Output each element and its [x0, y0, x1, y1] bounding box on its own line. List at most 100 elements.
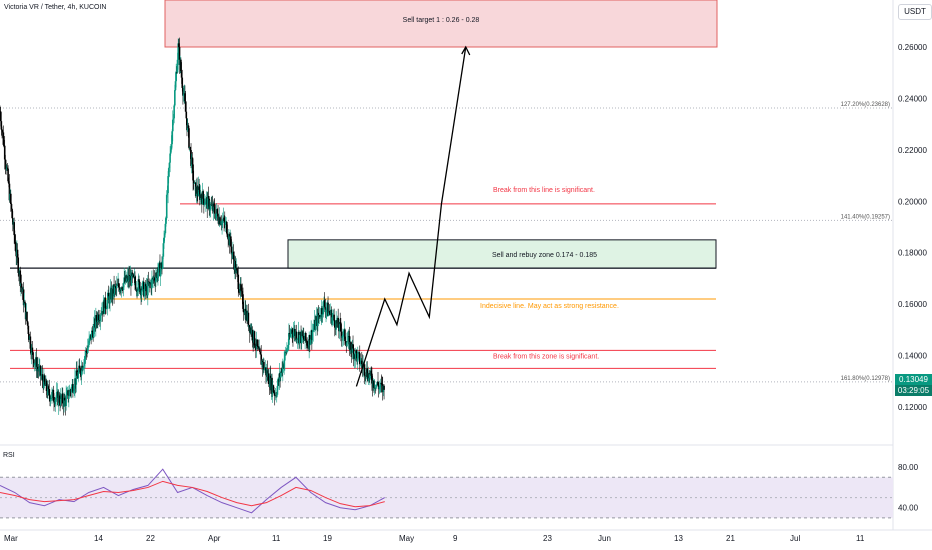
- candle-body: [251, 329, 254, 341]
- candle-body: [118, 287, 121, 292]
- candle-body: [134, 276, 136, 284]
- candle-body: [184, 93, 186, 102]
- candle-body: [306, 341, 308, 346]
- candle-body: [7, 181, 10, 184]
- candle-body: [0, 121, 3, 130]
- candle-body: [289, 333, 292, 337]
- projection-path: [355, 46, 467, 387]
- candle-body: [85, 350, 88, 352]
- candle-body: [296, 338, 299, 340]
- candle-body: [1, 129, 3, 131]
- sell-target-label: Sell target 1 : 0.26 - 0.28: [403, 17, 480, 24]
- candle-body: [79, 368, 82, 374]
- candle-body: [356, 353, 359, 362]
- candle-body: [143, 288, 146, 297]
- candle-body: [0, 111, 2, 122]
- candle-body: [78, 365, 80, 372]
- candle-body: [283, 360, 285, 368]
- candle-body: [363, 364, 366, 376]
- candle-body: [7, 168, 9, 182]
- candle-body: [221, 220, 223, 225]
- candle-body: [161, 256, 164, 269]
- candle-body: [315, 320, 317, 330]
- y-tick-label: 0.24000: [898, 94, 927, 103]
- candle-body: [33, 363, 36, 366]
- candle-body: [72, 384, 74, 393]
- candle-body: [140, 290, 143, 296]
- candle-body: [334, 320, 336, 328]
- candle-body: [359, 363, 362, 365]
- candle-body: [290, 333, 292, 335]
- candle-body: [263, 368, 266, 370]
- currency-badge[interactable]: USDT: [898, 4, 932, 20]
- candle-body: [373, 380, 375, 389]
- candle-body: [203, 203, 206, 206]
- candle-body: [191, 157, 194, 165]
- candle-body: [12, 218, 14, 225]
- candle-body: [53, 400, 55, 403]
- candle-body: [325, 309, 327, 313]
- candle-body: [208, 198, 211, 211]
- candle-body: [342, 330, 345, 337]
- candle-body: [298, 334, 301, 344]
- y-tick-label: 0.20000: [898, 197, 927, 206]
- candle-body: [277, 378, 279, 387]
- candle-body: [379, 386, 381, 388]
- x-tick-label: 11: [272, 534, 281, 543]
- candle-body: [267, 373, 270, 385]
- candle-body: [84, 356, 86, 360]
- candle-body: [147, 281, 149, 296]
- candle-body: [379, 382, 382, 387]
- candle-body: [24, 301, 26, 304]
- candle-body: [375, 384, 377, 389]
- candle-body: [186, 118, 188, 131]
- candle-body: [352, 344, 354, 349]
- x-tick-label: May: [399, 534, 414, 543]
- candle-body: [242, 294, 244, 309]
- candle-body: [100, 314, 103, 316]
- candle-body: [366, 368, 368, 378]
- level-label-indecisive: Indecisive line. May act as strong resis…: [480, 303, 619, 310]
- candle-body: [31, 347, 34, 353]
- candle-body: [241, 291, 244, 295]
- candle-body: [87, 344, 90, 348]
- candle-body: [41, 374, 44, 381]
- candle-body: [301, 331, 304, 337]
- candle-body: [113, 286, 116, 294]
- candle-body: [114, 286, 117, 287]
- x-tick-label: 11: [856, 534, 865, 543]
- candle-body: [337, 317, 339, 328]
- candle-body: [83, 359, 86, 366]
- candle-body: [234, 260, 237, 273]
- candle-body: [192, 180, 195, 184]
- rsi-y-tick-label: 80.00: [898, 463, 919, 472]
- candle-body: [130, 272, 133, 286]
- candle-body: [66, 392, 68, 396]
- candle-body: [10, 203, 13, 210]
- candle-body: [132, 274, 135, 278]
- candle-body: [157, 272, 159, 279]
- candle-body: [275, 395, 277, 397]
- candle-body: [107, 292, 110, 297]
- candle-body: [217, 213, 219, 221]
- candle-body: [138, 281, 141, 293]
- candle-body: [67, 390, 69, 399]
- candle-body: [173, 105, 175, 119]
- candle-body: [164, 223, 167, 234]
- candle-body: [131, 272, 134, 277]
- candle-body: [351, 344, 354, 353]
- candle-body: [75, 370, 78, 385]
- candle-body: [16, 249, 19, 258]
- level-label-zone: Break from this zone is significant.: [493, 353, 599, 360]
- candle-body: [224, 222, 227, 225]
- candle-body: [55, 397, 57, 400]
- candle-body: [319, 314, 321, 318]
- candle-body: [169, 149, 172, 154]
- candle-body: [335, 320, 337, 330]
- rsi-y-tick-label: 40.00: [898, 504, 919, 513]
- x-tick-label: Apr: [208, 534, 221, 543]
- rsi-title: RSI: [3, 452, 15, 459]
- candle-body: [287, 344, 290, 348]
- candle-body: [213, 206, 216, 214]
- candle-body: [115, 284, 118, 289]
